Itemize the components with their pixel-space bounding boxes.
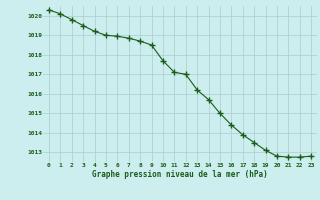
X-axis label: Graphe pression niveau de la mer (hPa): Graphe pression niveau de la mer (hPa) xyxy=(92,170,268,179)
